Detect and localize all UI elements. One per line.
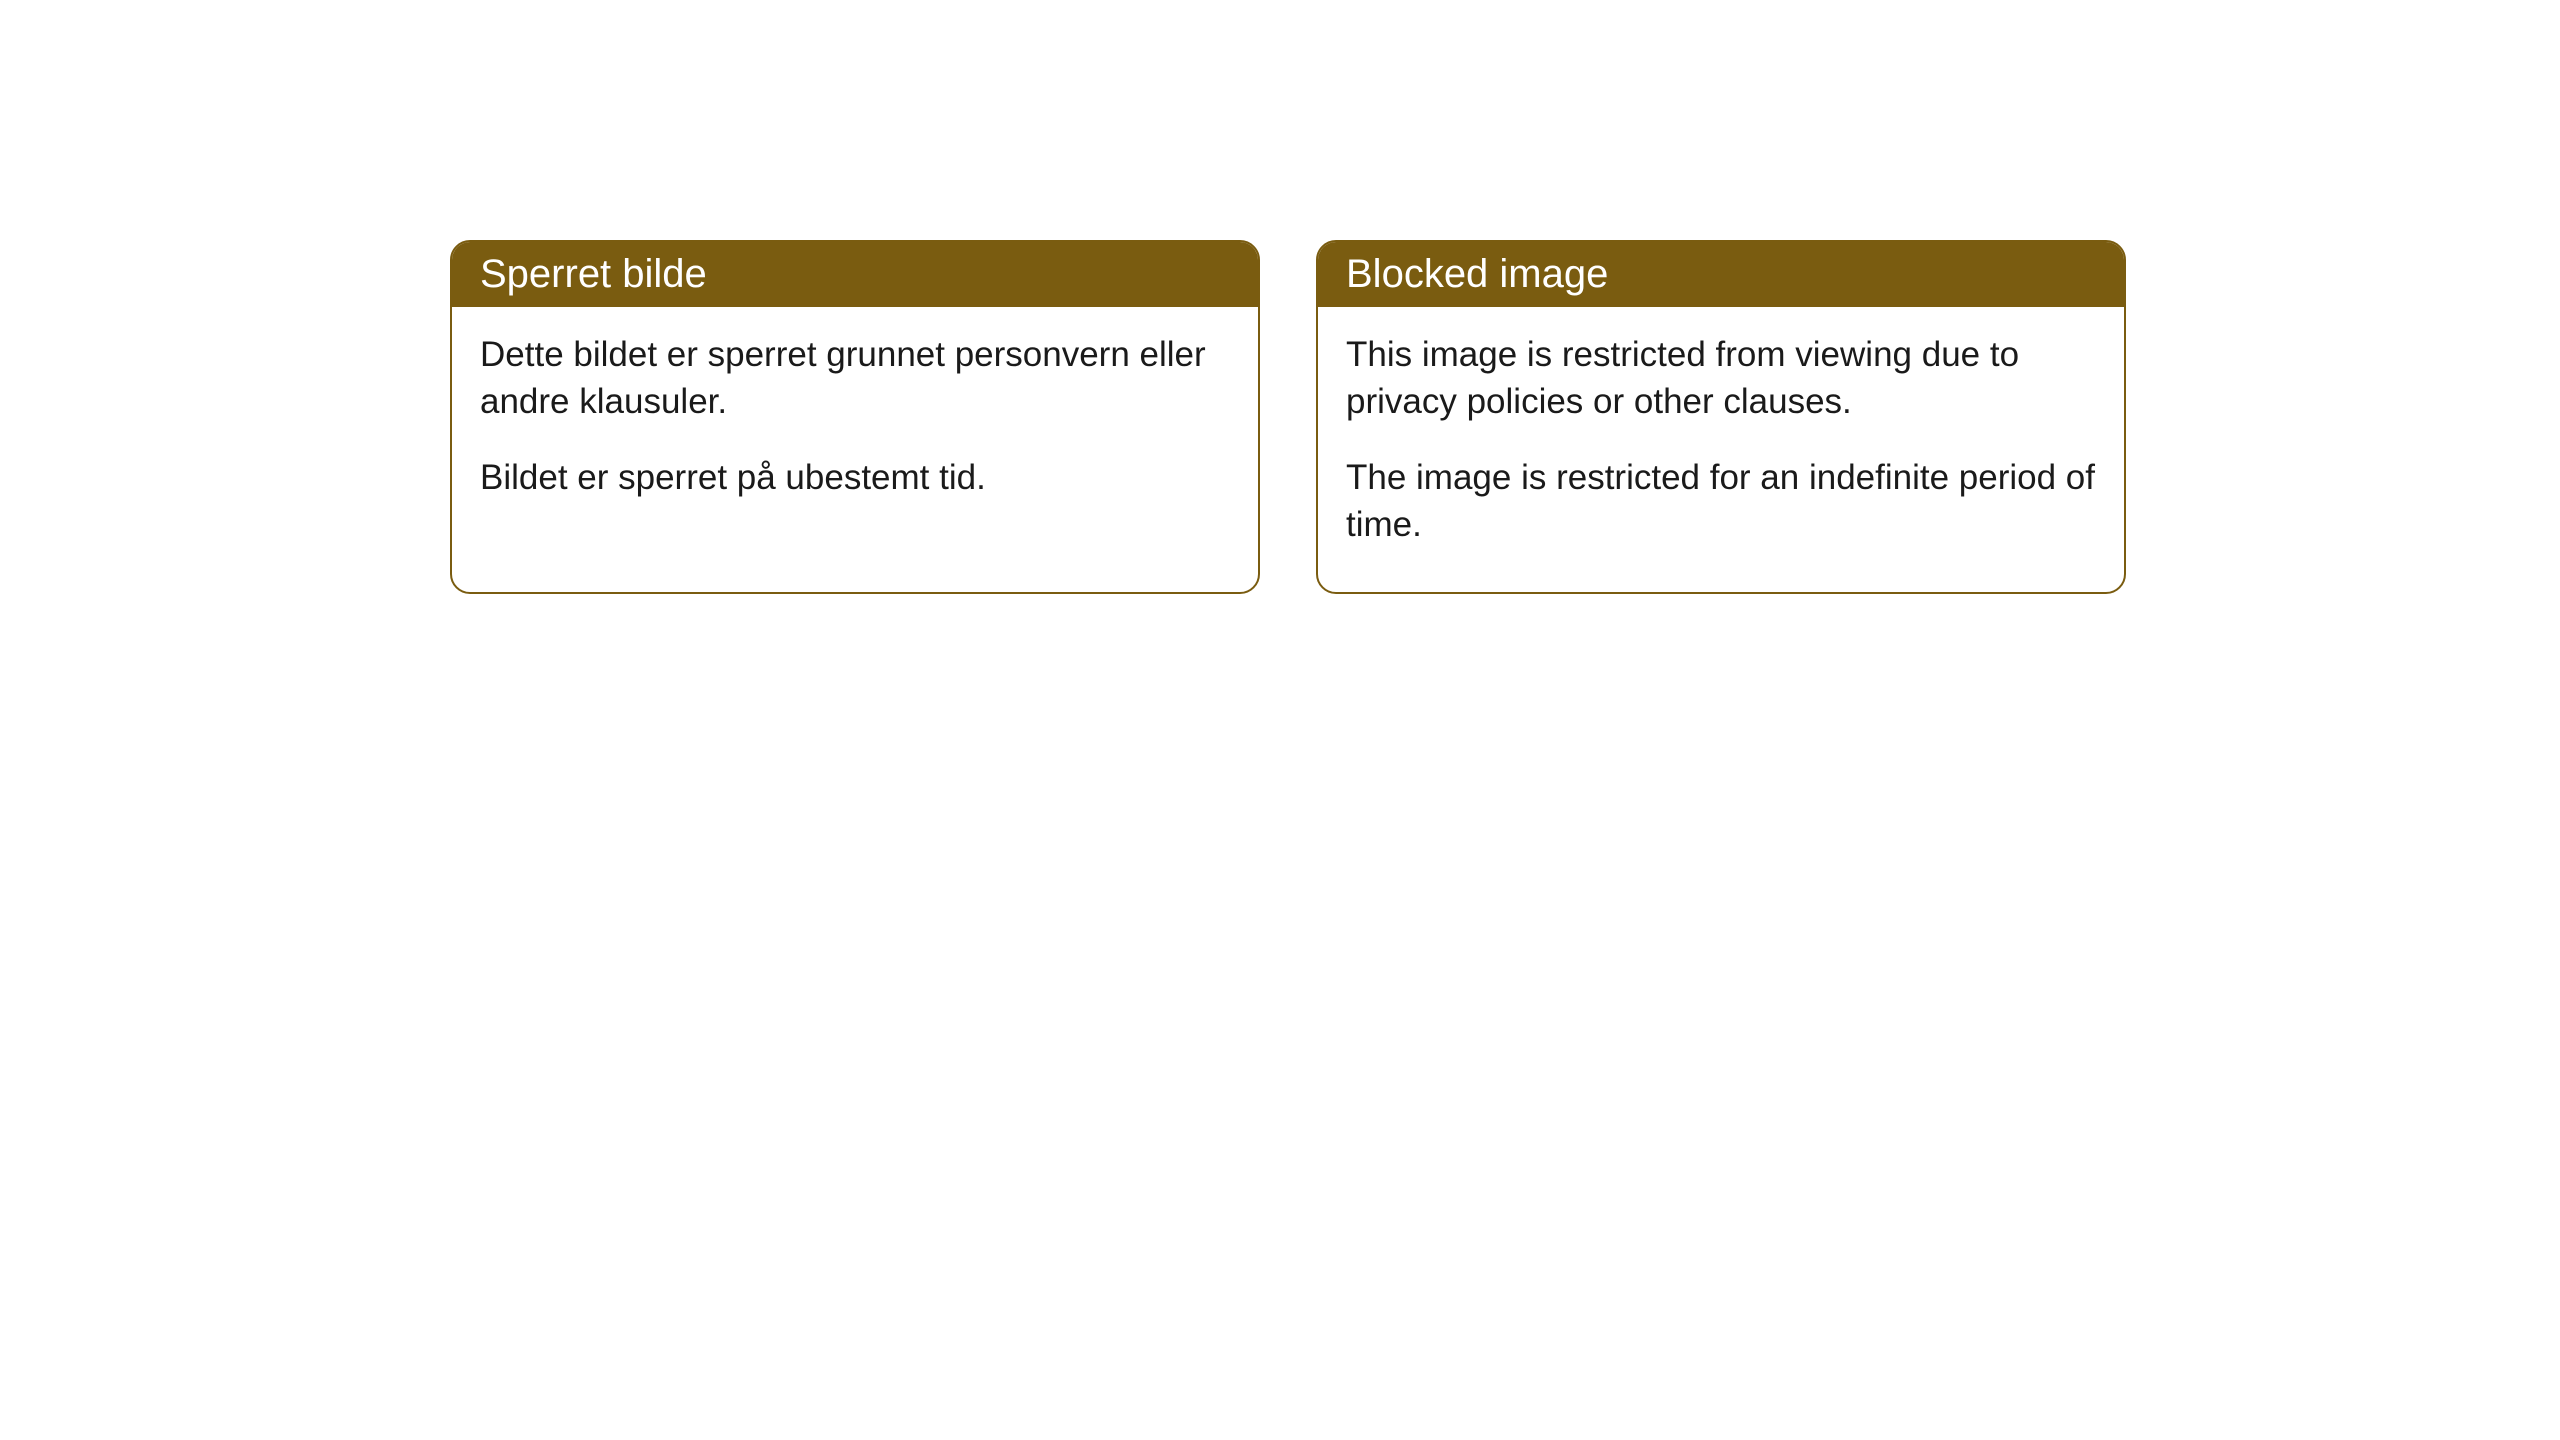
card-header-norwegian: Sperret bilde: [452, 242, 1258, 307]
card-header-english: Blocked image: [1318, 242, 2124, 307]
card-body-norwegian: Dette bildet er sperret grunnet personve…: [452, 307, 1258, 545]
blocked-image-card-norwegian: Sperret bilde Dette bildet er sperret gr…: [450, 240, 1260, 594]
card-title-english: Blocked image: [1346, 252, 1608, 296]
card-text-english-line1: This image is restricted from viewing du…: [1346, 331, 2096, 426]
card-title-norwegian: Sperret bilde: [480, 252, 707, 296]
card-body-english: This image is restricted from viewing du…: [1318, 307, 2124, 592]
card-text-norwegian-line1: Dette bildet er sperret grunnet personve…: [480, 331, 1230, 426]
card-text-english-line2: The image is restricted for an indefinit…: [1346, 454, 2096, 549]
notice-cards-container: Sperret bilde Dette bildet er sperret gr…: [450, 240, 2126, 594]
blocked-image-card-english: Blocked image This image is restricted f…: [1316, 240, 2126, 594]
card-text-norwegian-line2: Bildet er sperret på ubestemt tid.: [480, 454, 1230, 501]
